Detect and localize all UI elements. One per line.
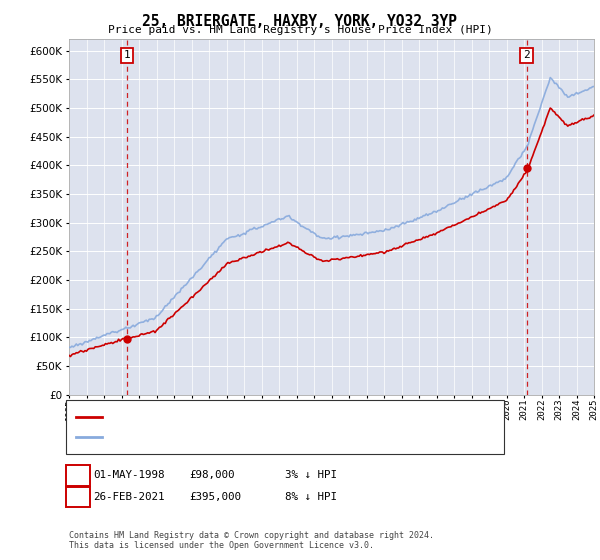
Text: 01-MAY-1998: 01-MAY-1998 (93, 470, 164, 480)
Text: 2: 2 (523, 50, 530, 60)
Text: 26-FEB-2021: 26-FEB-2021 (93, 492, 164, 502)
Text: 25, BRIERGATE, HAXBY, YORK, YO32 3YP: 25, BRIERGATE, HAXBY, YORK, YO32 3YP (143, 14, 458, 29)
Text: Contains HM Land Registry data © Crown copyright and database right 2024.
This d: Contains HM Land Registry data © Crown c… (69, 530, 434, 550)
Text: 1: 1 (124, 50, 131, 60)
Text: £98,000: £98,000 (189, 470, 235, 480)
Text: 25, BRIERGATE, HAXBY, YORK, YO32 3YP (detached house): 25, BRIERGATE, HAXBY, YORK, YO32 3YP (de… (106, 412, 424, 422)
Text: 2: 2 (74, 492, 82, 502)
Text: £395,000: £395,000 (189, 492, 241, 502)
Text: HPI: Average price, detached house, York: HPI: Average price, detached house, York (106, 432, 346, 442)
Text: 3% ↓ HPI: 3% ↓ HPI (285, 470, 337, 480)
Text: 1: 1 (74, 470, 82, 480)
Text: 8% ↓ HPI: 8% ↓ HPI (285, 492, 337, 502)
Text: Price paid vs. HM Land Registry's House Price Index (HPI): Price paid vs. HM Land Registry's House … (107, 25, 493, 35)
